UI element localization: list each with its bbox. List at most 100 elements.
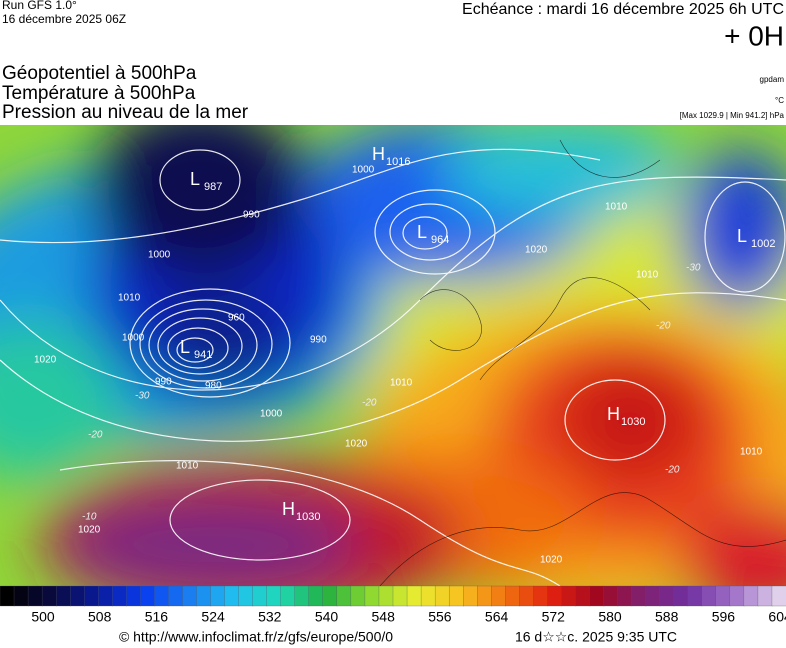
colorbar-swatch xyxy=(13,585,29,607)
colorbar-swatch xyxy=(27,585,43,607)
colorbar-swatch xyxy=(477,585,492,607)
colorbar-label: 556 xyxy=(428,609,452,625)
isobar-label: 990 xyxy=(155,377,172,388)
colorbar-swatch xyxy=(98,585,113,607)
colorbar-swatch xyxy=(210,585,226,607)
isobar-label: 1020 xyxy=(345,439,368,450)
colorbar-swatch xyxy=(547,585,563,607)
temperature-label: -30 xyxy=(135,391,150,402)
isobar-label: 960 xyxy=(228,313,245,324)
colorbar-swatch xyxy=(491,585,506,607)
colorbar-label: 532 xyxy=(258,609,282,625)
colorbar-swatch xyxy=(589,585,605,607)
colorbar-swatch xyxy=(112,585,127,607)
footer-source: © http://www.infoclimat.fr/z/gfs/europe/… xyxy=(119,629,393,645)
colorbar-swatch xyxy=(715,585,731,607)
colorbar-label: 508 xyxy=(88,609,112,625)
lead-time: + 0H xyxy=(724,20,784,51)
center-type: H xyxy=(372,144,385,164)
run-date: 16 décembre 2025 06Z xyxy=(2,12,126,26)
isobar-label: 1020 xyxy=(78,525,101,536)
isobar-label: 1000 xyxy=(148,250,171,261)
colorbar-label: 500 xyxy=(31,609,55,625)
colorbar-swatch xyxy=(364,585,380,607)
center-value: 964 xyxy=(431,234,449,246)
colorbar-swatch xyxy=(154,585,170,607)
colorbar-swatch xyxy=(280,585,296,607)
colorbar-swatch xyxy=(252,585,268,607)
colorbar-swatch xyxy=(0,585,15,607)
colorbar-swatch xyxy=(673,585,689,607)
colorbar-swatch xyxy=(392,585,408,607)
colorbar-swatch xyxy=(743,585,759,607)
colorbar-label: 524 xyxy=(201,609,225,625)
colorbar-swatch xyxy=(266,585,282,607)
isobar-label: 1020 xyxy=(525,245,548,256)
colorbar-label: 564 xyxy=(485,609,509,625)
colorbar-swatch xyxy=(420,585,436,607)
colorbar-swatch xyxy=(336,585,352,607)
colorbar-swatch xyxy=(645,585,661,607)
temperature-label: -20 xyxy=(656,321,671,332)
colorbar-swatch xyxy=(322,585,338,607)
colorbar-swatch xyxy=(533,585,549,607)
colorbar-swatch xyxy=(687,585,703,607)
isobar-label: 1010 xyxy=(636,270,659,281)
isobar-label: 980 xyxy=(205,381,222,392)
temperature-label: -20 xyxy=(362,398,377,409)
isobar-label: 1000 xyxy=(260,409,283,420)
isobar-label: 1010 xyxy=(605,202,628,213)
colorbar-label: 572 xyxy=(542,609,566,625)
field-name: Géopotentiel à 500hPa xyxy=(2,63,197,84)
isobar-label: 990 xyxy=(243,210,260,221)
isobar-label: 990 xyxy=(310,335,327,346)
colorbar-swatch xyxy=(434,585,450,607)
colorbar-swatch xyxy=(378,585,394,607)
colorbar-label: 540 xyxy=(315,609,339,625)
center-type: L xyxy=(190,169,200,189)
colorbar-label: 596 xyxy=(712,609,736,625)
unit: °C xyxy=(775,96,784,105)
center-value: 941 xyxy=(194,349,212,361)
center-type: H xyxy=(607,404,620,424)
colorbar-label: 588 xyxy=(655,609,679,625)
isobar-label: 1000 xyxy=(122,333,145,344)
center-value: 1030 xyxy=(621,416,645,428)
temperature-label: -20 xyxy=(88,430,103,441)
isobar-label: 1010 xyxy=(118,293,141,304)
colorbar-swatch xyxy=(196,585,212,607)
unit: gpdam xyxy=(760,75,785,84)
center-type: L xyxy=(180,337,190,357)
colorbar-swatch xyxy=(617,585,633,607)
run-label: Run GFS 1.0° xyxy=(2,0,77,12)
colorbar-swatch xyxy=(463,585,478,607)
colorbar-swatch xyxy=(70,585,85,607)
temperature-label: -10 xyxy=(82,512,97,523)
colorbar-swatch xyxy=(448,585,464,607)
footer-time: 16 d☆☆c. 2025 9:35 UTC xyxy=(515,629,677,645)
colorbar-swatch xyxy=(182,585,198,607)
colorbar-swatch xyxy=(224,585,240,607)
colorbar-swatch xyxy=(519,585,535,607)
colorbar-swatch xyxy=(659,585,675,607)
colorbar-swatch xyxy=(55,585,71,607)
isobar-label: 1010 xyxy=(176,461,199,472)
unit: [Max 1029.9 | Min 941.2] hPa xyxy=(680,111,785,120)
colorbar-swatch xyxy=(603,585,619,607)
colorbar-swatch xyxy=(771,585,786,607)
center-type: L xyxy=(417,222,427,242)
colorbar: 500 508 516 524 532 540 548 556 564 572 580 588 596 6… xyxy=(0,585,786,625)
colorbar-swatch xyxy=(575,585,591,607)
center-value: 1002 xyxy=(751,238,775,250)
colorbar-swatch xyxy=(729,585,745,607)
colorbar-swatch xyxy=(406,585,422,607)
colorbar-swatch xyxy=(294,585,310,607)
isobar-label: 1010 xyxy=(390,378,413,389)
colorbar-swatch xyxy=(168,585,184,607)
colorbar-swatch xyxy=(350,585,366,607)
temperature-label: -30 xyxy=(686,263,701,274)
colorbar-swatch xyxy=(308,585,324,607)
colorbar-swatch xyxy=(84,585,99,607)
